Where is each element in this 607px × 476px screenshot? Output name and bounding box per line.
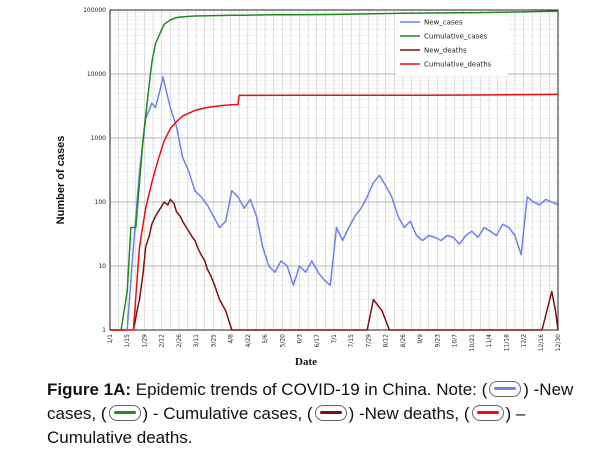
legend-label: New_cases <box>424 19 463 27</box>
y-tick-label: 1 <box>102 327 106 334</box>
x-tick-label: 6/17 <box>314 334 321 348</box>
y-tick-label: 10000 <box>87 71 106 78</box>
x-tick-label: 10/21 <box>469 334 476 351</box>
x-tick-label: 1/1 <box>107 334 114 344</box>
x-tick-label: 4/22 <box>245 334 252 348</box>
covid-trend-chart: 1 10 100 1000 10000 100000 1/1 1/15 1/29 2/12 2/2… <box>55 7 562 368</box>
x-tick-label: 2/12 <box>159 334 166 348</box>
caption-text-3: ) - Cumulative cases, ( <box>142 404 313 423</box>
x-tick-label: 8/12 <box>383 334 390 348</box>
x-tick-label: 12/16 <box>538 334 545 351</box>
x-tick-label: 9/9 <box>417 334 424 344</box>
x-axis-label: Date <box>295 356 317 368</box>
series-line-new-cases <box>110 76 559 331</box>
series-line-cumulative-cases <box>110 10 559 331</box>
x-tick-label: 12/30 <box>555 334 562 351</box>
x-tick-label: 2/26 <box>176 334 183 348</box>
new-deaths-swatch-icon <box>314 405 347 421</box>
caption-text-5: ) – Cumulative deaths. <box>47 404 526 447</box>
legend: New_cases Cumulative_cases New_deaths Cumul… <box>396 14 508 76</box>
y-tick-label: 100000 <box>83 7 106 14</box>
y-tick-label: 1000 <box>91 135 106 142</box>
caption-text-2: ) -New cases, ( <box>47 380 574 423</box>
x-tick-label: 7/1 <box>331 334 338 344</box>
x-tick-label: 4/8 <box>228 334 235 344</box>
x-tick-label: 1/29 <box>141 334 148 348</box>
x-tick-label: 5/20 <box>279 334 286 348</box>
series-line-cumulative-deaths <box>110 93 559 331</box>
cumulative-deaths-swatch-icon <box>471 405 504 421</box>
x-tick-label: 1/15 <box>124 334 131 348</box>
x-tick-label: 3/25 <box>210 334 217 348</box>
series-line-new-deaths <box>132 198 559 331</box>
x-tick-label: 6/3 <box>297 334 304 344</box>
legend-label: Cumulative_cases <box>424 33 488 41</box>
caption-text-1: Epidemic trends of COVID-19 in China. No… <box>131 380 488 399</box>
x-tick-label: 11/18 <box>503 334 510 351</box>
x-tick-label: 7/29 <box>365 334 372 348</box>
y-tick-label: 100 <box>95 199 107 206</box>
figure-caption: Figure 1A: Epidemic trends of COVID-19 i… <box>47 378 592 450</box>
x-tick-label: 10/7 <box>452 334 459 348</box>
legend-label: New_deaths <box>424 47 467 55</box>
y-tick-label: 10 <box>98 263 106 270</box>
caption-text-4: ) -New deaths, ( <box>348 404 470 423</box>
caption-lead: Figure 1A: <box>47 380 132 399</box>
x-tick-label: 7/15 <box>348 334 355 348</box>
new-cases-swatch-icon <box>489 381 522 397</box>
x-tick-labels: 1/1 1/15 1/29 2/12 2/26 3/11 3/25 4/8 4/22 5/6 5/2… <box>107 334 562 351</box>
cumulative-cases-swatch-icon <box>108 405 141 421</box>
x-tick-label: 11/4 <box>486 334 493 348</box>
legend-label: Cumulative_deaths <box>424 61 492 69</box>
x-tick-label: 3/11 <box>193 334 200 348</box>
y-tick-labels: 1 10 100 1000 10000 100000 <box>83 7 106 334</box>
x-tick-label: 8/26 <box>400 334 407 348</box>
legend-box <box>396 14 508 76</box>
y-axis-label: Number of cases <box>55 136 67 225</box>
x-tick-label: 5/6 <box>262 334 269 344</box>
x-tick-label: 12/2 <box>521 334 528 348</box>
series-lines <box>110 10 559 331</box>
x-tick-label: 9/23 <box>434 334 441 348</box>
